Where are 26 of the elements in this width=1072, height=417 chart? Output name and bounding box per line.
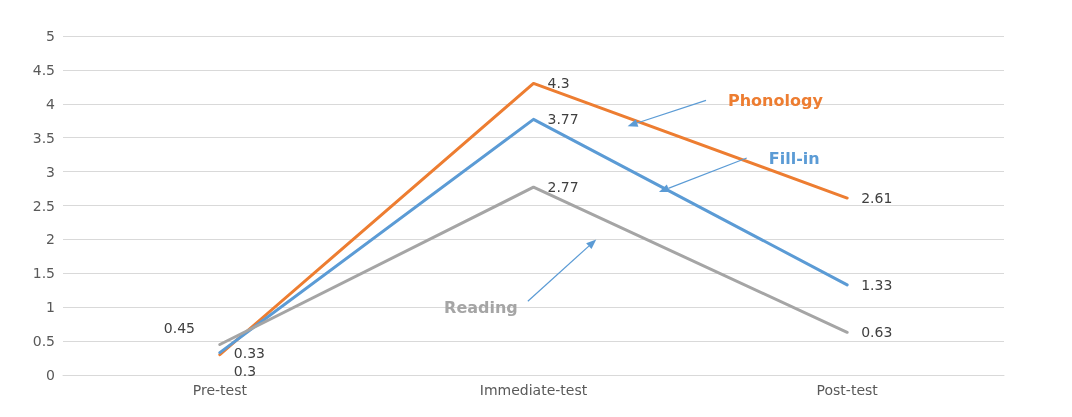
y-tick-label: 1 (46, 299, 55, 316)
data-label: 4.3 (547, 75, 570, 92)
text: Phonology (727, 90, 824, 110)
text: Reading (444, 297, 518, 317)
data-label: 2.61 (861, 190, 893, 207)
y-tick-label: 5 (46, 28, 55, 44)
y-tick-label: 4.5 (32, 61, 55, 78)
data-label: 1.33 (861, 276, 893, 293)
y-tick-label: 0 (46, 367, 55, 383)
y-tick-label: 2.5 (32, 197, 55, 214)
y-tick-label: 0.5 (32, 333, 55, 350)
text: Fill-in (768, 148, 820, 168)
data-label: 0.63 (861, 324, 893, 341)
x-tick-label: Post-test (816, 382, 879, 398)
y-tick-label: 1.5 (32, 265, 55, 282)
data-label: 3.77 (547, 111, 579, 128)
x-tick-label: Immediate-test (479, 382, 588, 398)
data-label: 0.45 (163, 320, 196, 337)
y-tick-label: 4 (46, 95, 56, 112)
y-tick-label: 3 (46, 163, 55, 180)
x-tick-label: Pre-test (192, 382, 248, 398)
data-label: 2.77 (547, 179, 579, 196)
y-tick-label: 2 (46, 231, 55, 248)
data-label: 0.3 (233, 362, 257, 379)
y-tick-label: 3.5 (32, 129, 55, 146)
data-label: 0.33 (233, 344, 266, 361)
